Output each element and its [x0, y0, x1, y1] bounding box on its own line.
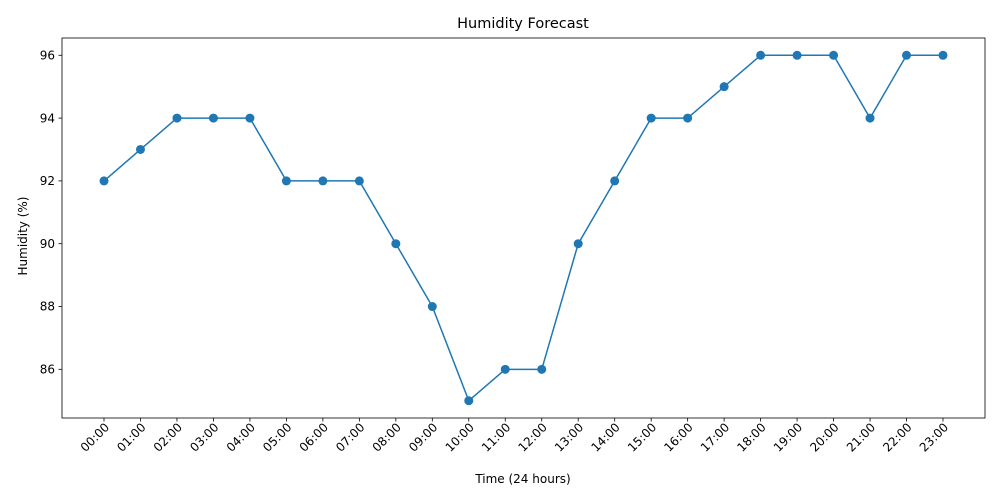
x-tick-label: 18:00: [734, 420, 768, 454]
data-point: [391, 239, 401, 249]
series-line: [103, 54, 943, 402]
x-axis-label: Time (24 hours): [474, 472, 570, 486]
data-point: [135, 144, 145, 154]
x-tick-label: 05:00: [260, 420, 294, 454]
data-point: [792, 50, 802, 60]
plot-area: [62, 38, 985, 418]
x-tick-label: 03:00: [187, 420, 221, 454]
data-point: [756, 50, 766, 60]
data-point: [464, 396, 474, 406]
data-point: [573, 239, 583, 249]
data-point: [208, 113, 218, 123]
x-tick-label: 06:00: [297, 420, 331, 454]
x-tick-label: 17:00: [698, 420, 732, 454]
y-tick-label: 92: [40, 174, 55, 188]
x-tick-label: 08:00: [370, 420, 404, 454]
data-point: [281, 176, 291, 186]
data-point: [902, 50, 912, 60]
x-tick-label: 07:00: [333, 420, 367, 454]
x-tick-label: 12:00: [515, 420, 549, 454]
data-point: [427, 302, 437, 312]
x-tick-label: 00:00: [78, 420, 112, 454]
data-point: [500, 364, 510, 374]
y-axis-label: Humidity (%): [16, 197, 30, 276]
y-tick-label: 86: [40, 363, 55, 377]
x-tick-label: 21:00: [844, 420, 878, 454]
data-point: [646, 113, 656, 123]
x-tick-label: 16:00: [661, 420, 695, 454]
data-point: [938, 50, 948, 60]
data-point: [683, 113, 693, 123]
data-point: [865, 113, 875, 123]
chart-title: Humidity Forecast: [457, 16, 589, 32]
x-tick-label: 09:00: [406, 420, 440, 454]
x-tick-label: 04:00: [224, 420, 258, 454]
y-tick-label: 88: [40, 300, 55, 314]
x-tick-label: 13:00: [552, 420, 586, 454]
plot-frame: [61, 37, 986, 419]
x-tick-label: 01:00: [114, 420, 148, 454]
data-point: [172, 113, 182, 123]
data-point: [829, 50, 839, 60]
x-tick-label: 14:00: [588, 420, 622, 454]
series-layer: [99, 50, 948, 406]
data-point: [610, 176, 620, 186]
x-tick-label: 15:00: [625, 420, 659, 454]
x-tick-label: 20:00: [807, 420, 841, 454]
x-tick-label: 11:00: [479, 420, 513, 454]
y-tick-label: 94: [40, 111, 55, 125]
data-point: [719, 82, 729, 92]
data-point: [537, 364, 547, 374]
x-tick-label: 10:00: [443, 420, 477, 454]
x-tick-label: 23:00: [917, 420, 951, 454]
x-tick-label: 02:00: [151, 420, 185, 454]
data-point: [99, 176, 109, 186]
y-tick-label: 96: [40, 48, 55, 62]
data-point: [354, 176, 364, 186]
x-tick-label: 19:00: [771, 420, 805, 454]
data-point: [318, 176, 328, 186]
plot-background: [62, 38, 985, 418]
y-tick-label: 90: [40, 237, 55, 251]
data-point: [245, 113, 255, 123]
x-tick-label: 22:00: [880, 420, 914, 454]
